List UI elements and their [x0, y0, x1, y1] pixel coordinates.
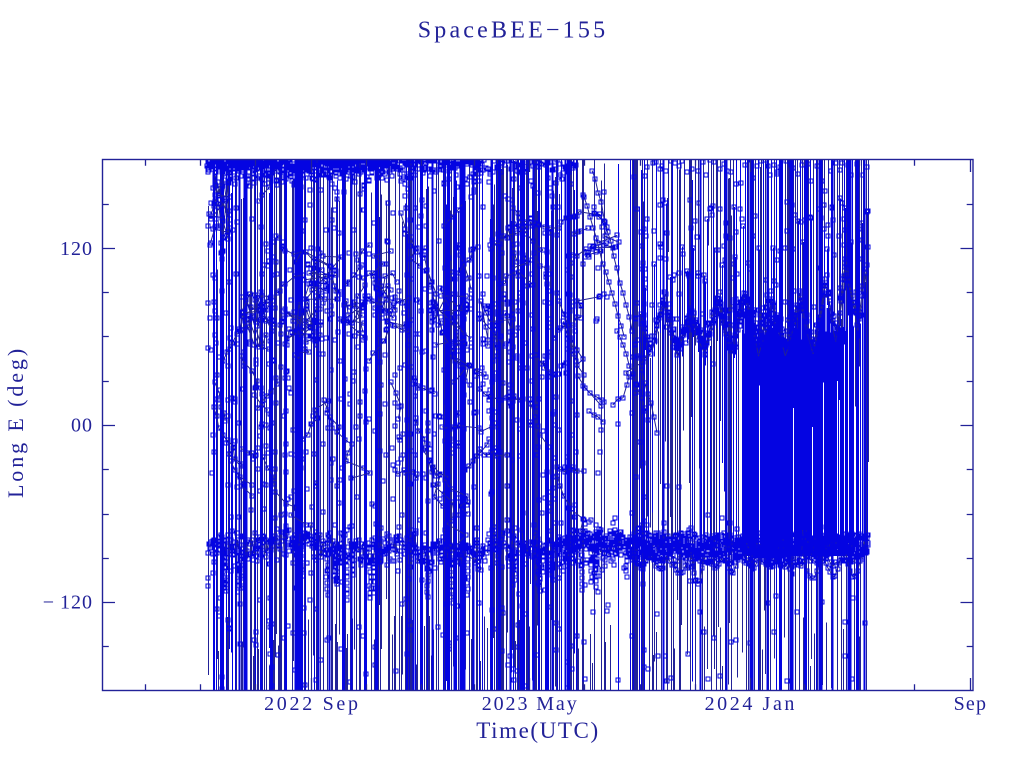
svg-text:Sep: Sep [954, 693, 988, 715]
svg-text:2024 Jan: 2024 Jan [705, 693, 797, 715]
svg-text:− 120: − 120 [43, 592, 93, 614]
svg-text:00: 00 [71, 415, 93, 437]
svg-text:Time(UTC): Time(UTC) [476, 718, 599, 743]
svg-text:SpaceBEE−155: SpaceBEE−155 [418, 18, 609, 44]
svg-text:120: 120 [60, 238, 93, 260]
svg-text:2022 Sep: 2022 Sep [264, 693, 361, 715]
svg-text:Long E (deg): Long E (deg) [3, 346, 28, 498]
svg-text:2023 May: 2023 May [482, 693, 579, 715]
